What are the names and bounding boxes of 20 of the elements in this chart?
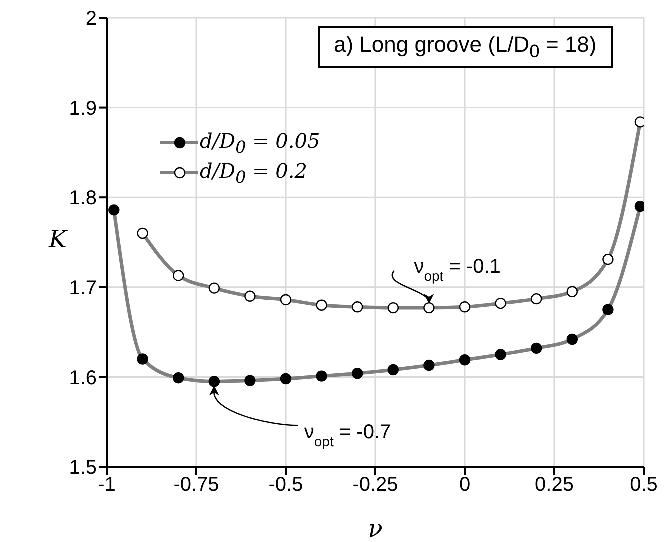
y-axis-title: K bbox=[48, 226, 70, 254]
y-tick-label: 1.6 bbox=[69, 367, 97, 390]
text: a) Long groove (L/D$_{0}$ = 18) bbox=[318, 26, 613, 68]
y-tick-label: 1.8 bbox=[69, 188, 97, 210]
x-tick-label: -1 bbox=[98, 474, 116, 496]
y-tick-label: 1.7 bbox=[69, 278, 97, 300]
y-tick-label: 1.9 bbox=[69, 98, 97, 120]
y-tick-label: 2 bbox=[86, 8, 97, 30]
x-tick-label: 0.25 bbox=[535, 474, 574, 496]
legend-label: d/D$_{0}$ = 0.2 bbox=[200, 159, 308, 187]
x-tick-label: 0 bbox=[459, 474, 471, 496]
x-tick-label: -0.5 bbox=[268, 474, 304, 496]
legend-label: d/D$_{0}$ = 0.05 bbox=[200, 129, 320, 157]
annotation: ν$_{opt}$ = -0.1 bbox=[414, 256, 501, 284]
x-tick-label: -0.25 bbox=[352, 474, 398, 496]
x-tick-label: -0.75 bbox=[174, 474, 220, 496]
x-tick-label: 0.5 bbox=[630, 474, 658, 496]
y-tick-label: 1.5 bbox=[69, 457, 97, 480]
annotation: ν$_{opt}$ = -0.7 bbox=[304, 422, 392, 450]
x-axis-title: ν bbox=[368, 515, 383, 542]
